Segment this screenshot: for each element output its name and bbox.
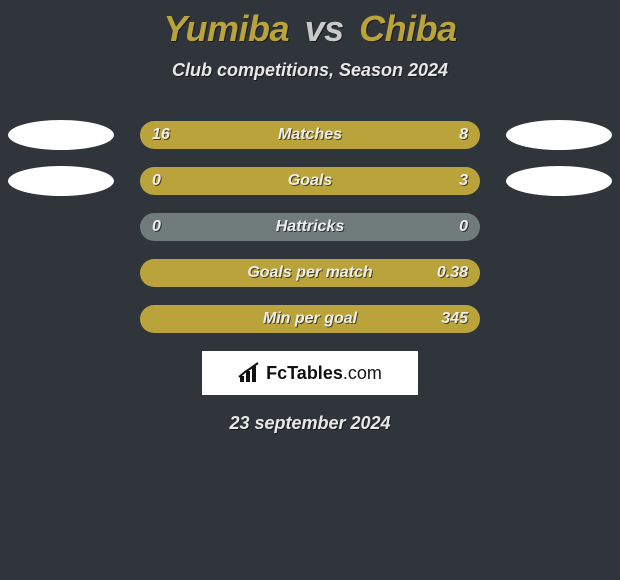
bar-track — [140, 213, 480, 241]
bar-left-fill — [140, 121, 367, 149]
date-text: 23 september 2024 — [0, 413, 620, 434]
bar-left-fill — [140, 305, 160, 333]
bar-track — [140, 167, 480, 195]
player2-name: Chiba — [359, 8, 457, 49]
player1-logo-ellipse — [8, 166, 114, 196]
brand-text: FcTables.com — [266, 363, 382, 384]
bar-track — [140, 121, 480, 149]
player1-name: Yumiba — [163, 8, 289, 49]
player2-logo-ellipse — [506, 120, 612, 150]
bar-right-fill — [160, 259, 480, 287]
bar-left-fill — [140, 167, 201, 195]
bar-chart-icon — [238, 362, 262, 384]
bar-left-fill — [140, 259, 160, 287]
stat-row: Goals03 — [0, 167, 620, 195]
comparison-title: Yumiba vs Chiba — [0, 0, 620, 50]
vs-text: vs — [305, 8, 344, 49]
bar-track — [140, 259, 480, 287]
stat-row: Matches168 — [0, 121, 620, 149]
brand-domain: .com — [343, 363, 382, 383]
bar-track — [140, 305, 480, 333]
player2-logo-ellipse — [506, 166, 612, 196]
bar-right-fill — [201, 167, 480, 195]
stat-row: Hattricks00 — [0, 213, 620, 241]
brand-badge: FcTables.com — [202, 351, 418, 395]
bar-right-fill — [367, 121, 480, 149]
brand-name: FcTables — [266, 363, 343, 383]
stat-row: Goals per match0.38 — [0, 259, 620, 287]
stat-row: Min per goal345 — [0, 305, 620, 333]
player1-logo-ellipse — [8, 120, 114, 150]
subtitle: Club competitions, Season 2024 — [0, 60, 620, 81]
bar-right-fill — [160, 305, 480, 333]
stat-rows: Matches168 Goals03 Hattricks00 Goals per ma… — [0, 121, 620, 333]
